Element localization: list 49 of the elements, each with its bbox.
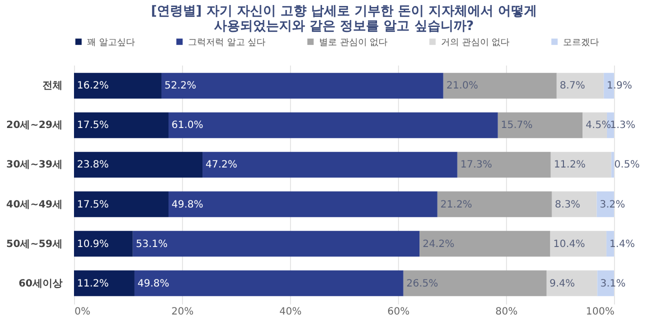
data-label: 1.4% [609, 238, 635, 250]
data-label: 3.1% [600, 278, 626, 290]
data-label: 10.4% [553, 238, 586, 250]
x-tick-label: 40% [279, 306, 302, 318]
data-label: 47.2% [206, 160, 238, 171]
y-tick-label: 60세이상 [18, 278, 62, 290]
data-label: 49.8% [137, 278, 170, 290]
x-tick-label: 0% [74, 306, 90, 318]
y-tick-label: 50세~59세 [6, 238, 62, 250]
data-label: 53.1% [136, 238, 168, 250]
data-label: 24.2% [422, 238, 454, 250]
text: 사용되었는지와 같은 정보를 알고 싶습니까? [214, 19, 474, 34]
data-label: 8.7% [560, 80, 586, 92]
x-tick-label: 80% [495, 306, 518, 318]
data-label: 17.5% [77, 120, 109, 132]
data-label: 9.4% [550, 278, 575, 290]
data-label: 21.2% [440, 199, 472, 210]
legend-label: 그럭저럭 알고 싶다 [188, 38, 266, 48]
data-label: 10.9% [77, 238, 109, 250]
text: [연령별] 자기 자신이 고향 납세로 기부한 돈이 지자체에서 어떻게 [150, 4, 538, 19]
data-label: 1.9% [606, 80, 632, 92]
data-label: 61.0% [172, 120, 204, 132]
data-label: 11.2% [77, 278, 109, 290]
legend-label: 꽤 알고싶다 [87, 38, 135, 48]
data-label: 4.5% [586, 120, 612, 132]
legend-label: 별로 관심이 없다 [319, 38, 388, 48]
data-label: 52.2% [164, 80, 196, 92]
x-tick-label: 60% [387, 306, 410, 318]
legend-label: 거의 관심이 없다 [441, 38, 510, 48]
x-tick-label: 100% [586, 306, 614, 318]
data-label: 15.7% [500, 120, 533, 132]
data-label: 17.5% [77, 199, 109, 210]
data-label: 0.5% [614, 160, 640, 171]
data-label: 23.8% [77, 160, 109, 171]
data-label: 3.2% [600, 199, 626, 210]
data-label: 17.3% [460, 160, 492, 171]
data-label: 49.8% [172, 199, 204, 210]
data-label: 1.3% [610, 120, 636, 132]
legend-label: 모르겠다 [563, 38, 599, 48]
data-label: 26.5% [406, 278, 438, 290]
y-tick-label: 40세~49세 [6, 199, 62, 210]
y-tick-label: 30세~39세 [6, 160, 62, 171]
y-tick-label: 20세~29세 [6, 120, 62, 132]
x-tick-label: 20% [171, 306, 194, 318]
y-tick-label: 전체 [42, 80, 62, 92]
data-label: 11.2% [554, 160, 586, 171]
data-label: 8.3% [554, 199, 580, 210]
data-label: 21.0% [446, 80, 478, 92]
data-label: 16.2% [77, 80, 109, 92]
